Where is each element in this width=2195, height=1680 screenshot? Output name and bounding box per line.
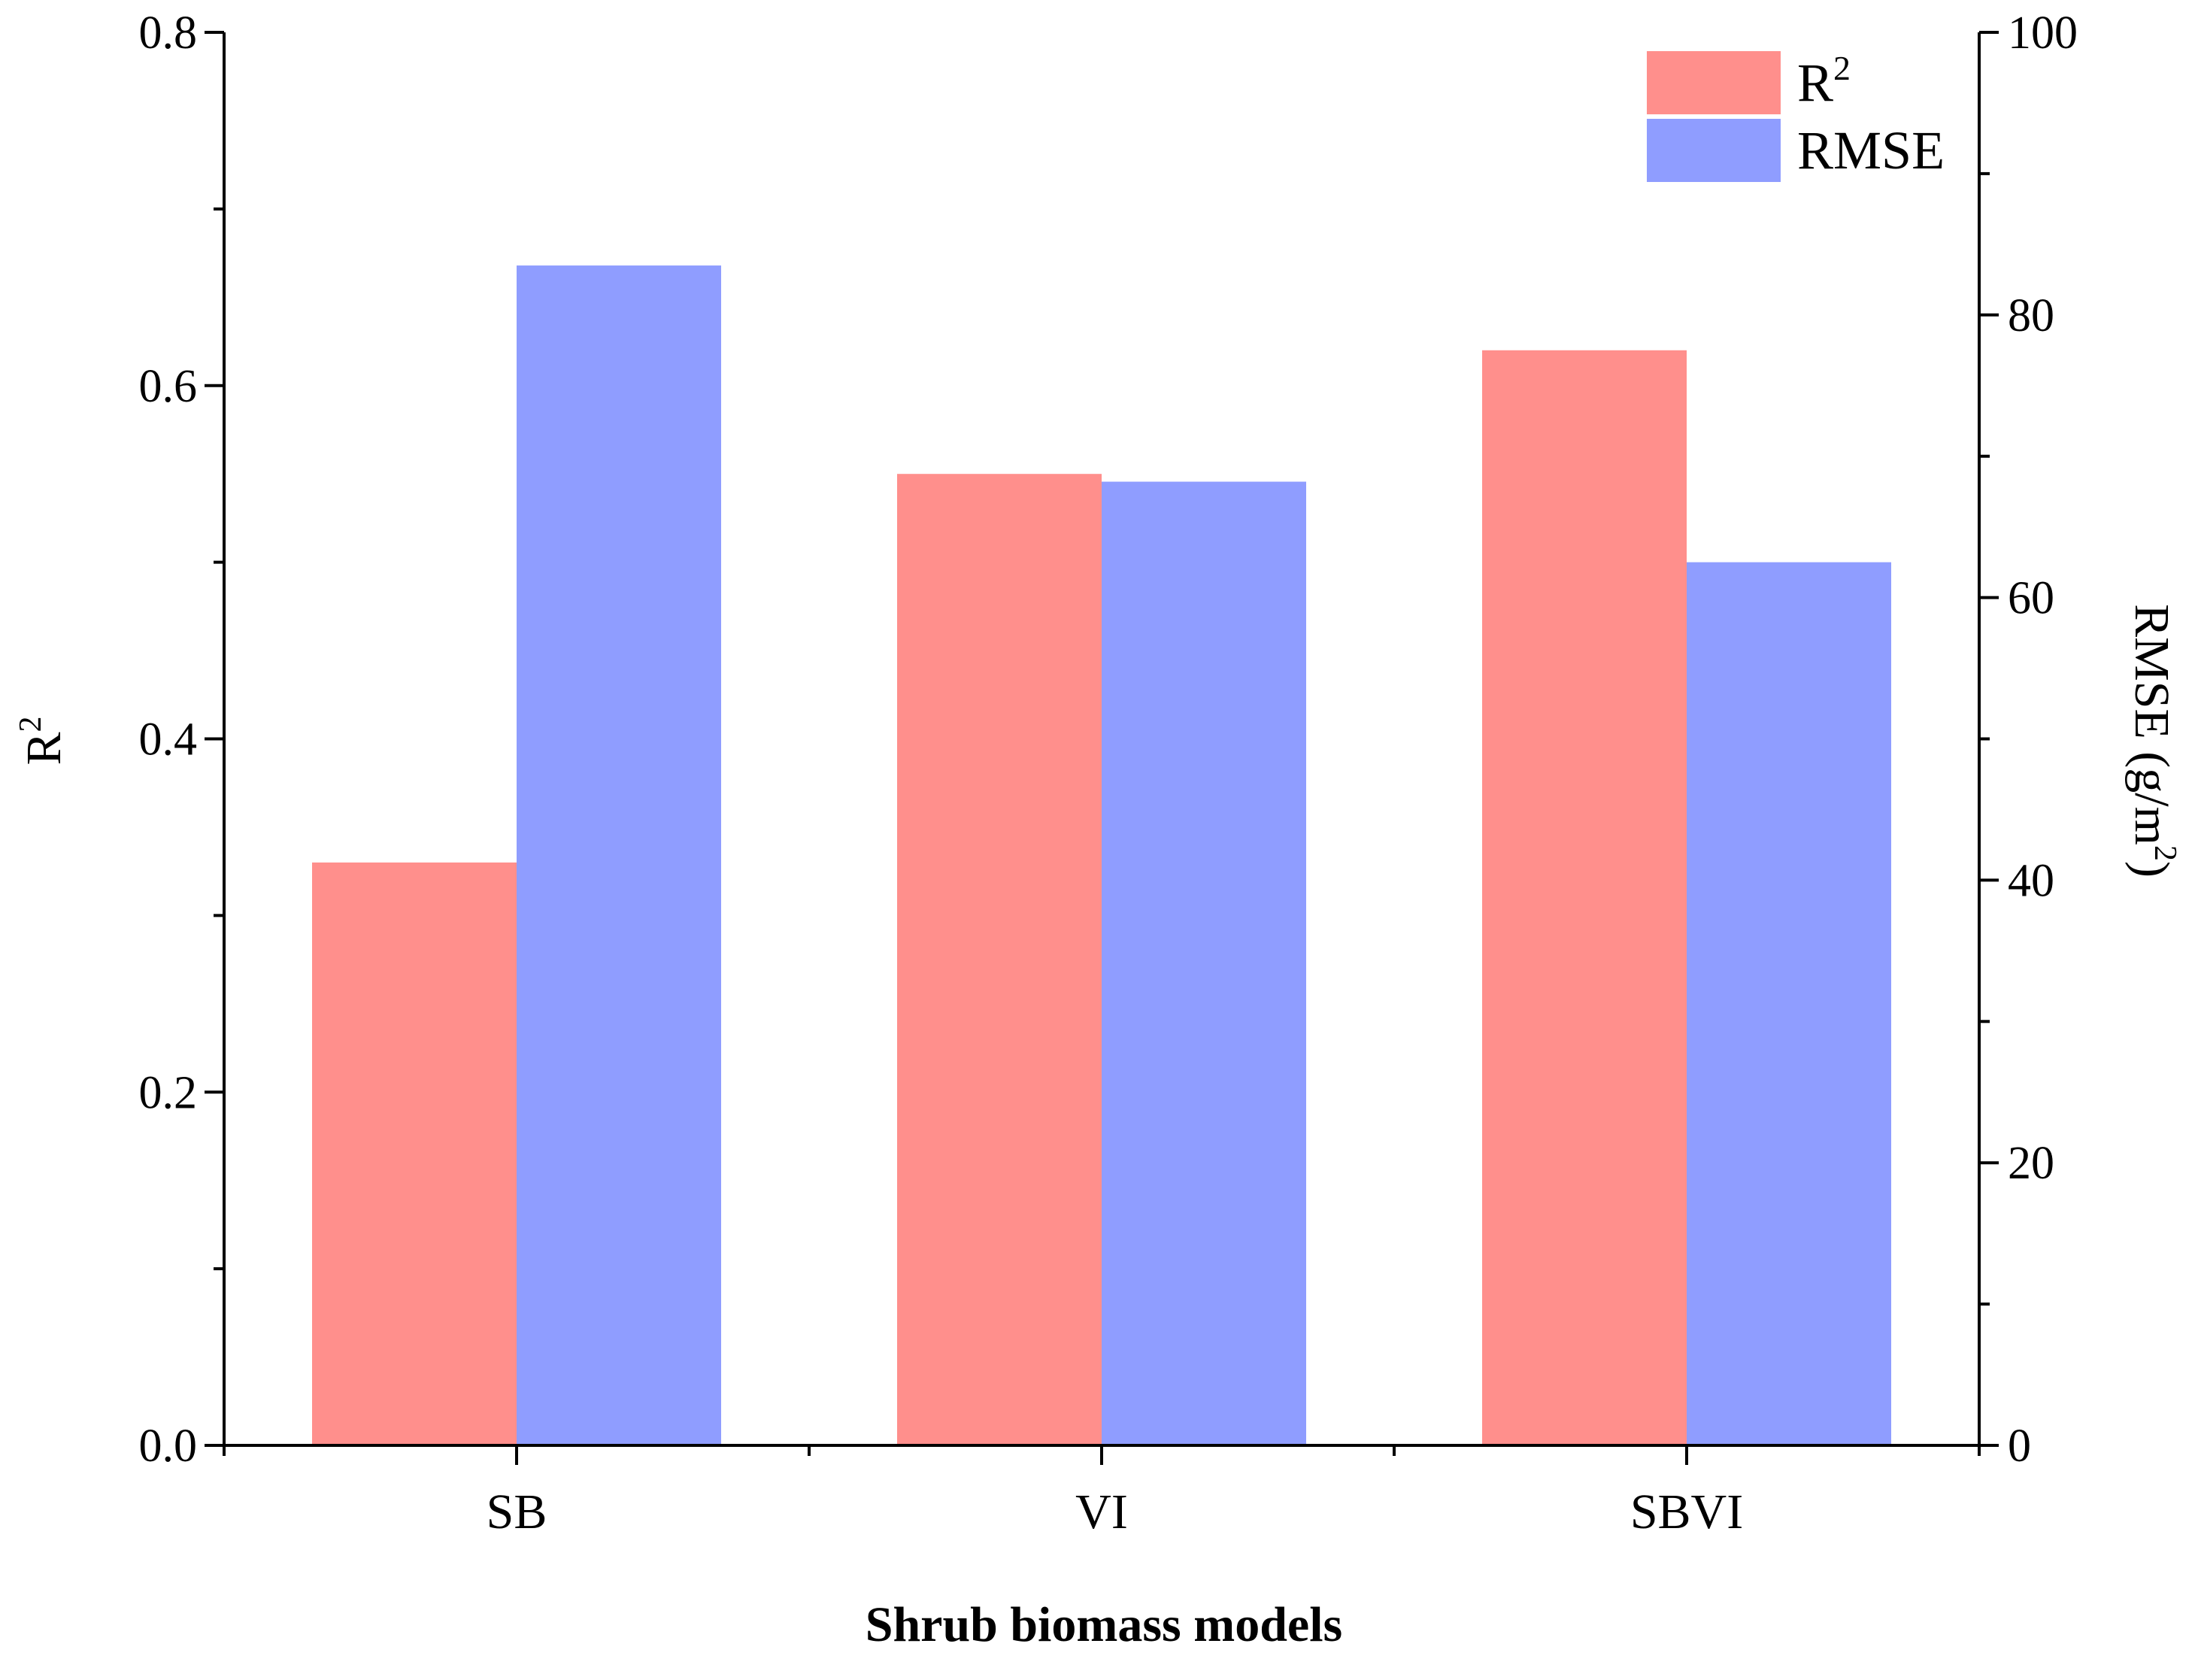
legend-swatch-r2 [1647, 51, 1781, 114]
x-tick-label: SBVI [1630, 1484, 1743, 1539]
right-tick-label: 20 [2008, 1138, 2054, 1189]
x-tick-label: SB [487, 1484, 547, 1539]
left-tick-label: 0.0 [139, 1421, 198, 1472]
right-tick-label: 0 [2008, 1421, 2031, 1472]
legend: R2 RMSE [1647, 49, 1945, 182]
legend-swatch-rmse [1647, 119, 1781, 182]
right-tick-label: 80 [2008, 290, 2054, 341]
legend-label-rmse: RMSE [1797, 120, 1945, 180]
bar-r2-sb [312, 862, 517, 1445]
left-tick-label: 0.8 [139, 8, 198, 59]
bar-rmse-vi [1102, 481, 1306, 1445]
right-axis-title: RMSE (g/m2) [2124, 604, 2182, 878]
left-tick-label: 0.6 [139, 361, 198, 412]
left-axis-title: R2 [14, 716, 71, 765]
right-tick-label: 40 [2008, 855, 2054, 906]
right-tick-label: 60 [2008, 573, 2054, 624]
legend-label-r2: R2 [1797, 49, 1851, 113]
left-tick-label: 0.2 [139, 1067, 198, 1118]
left-tick-label: 0.4 [139, 714, 198, 766]
bar-rmse-sb [517, 265, 721, 1445]
x-tick-label: VI [1075, 1484, 1128, 1539]
bars-layer [312, 265, 1891, 1445]
bar-rmse-sbvi [1687, 562, 1891, 1445]
bar-r2-vi [897, 474, 1102, 1445]
right-tick-label: 100 [2008, 8, 2078, 59]
x-axis-title: Shrub biomass models [866, 1597, 1343, 1652]
bar-r2-sbvi [1482, 350, 1687, 1445]
